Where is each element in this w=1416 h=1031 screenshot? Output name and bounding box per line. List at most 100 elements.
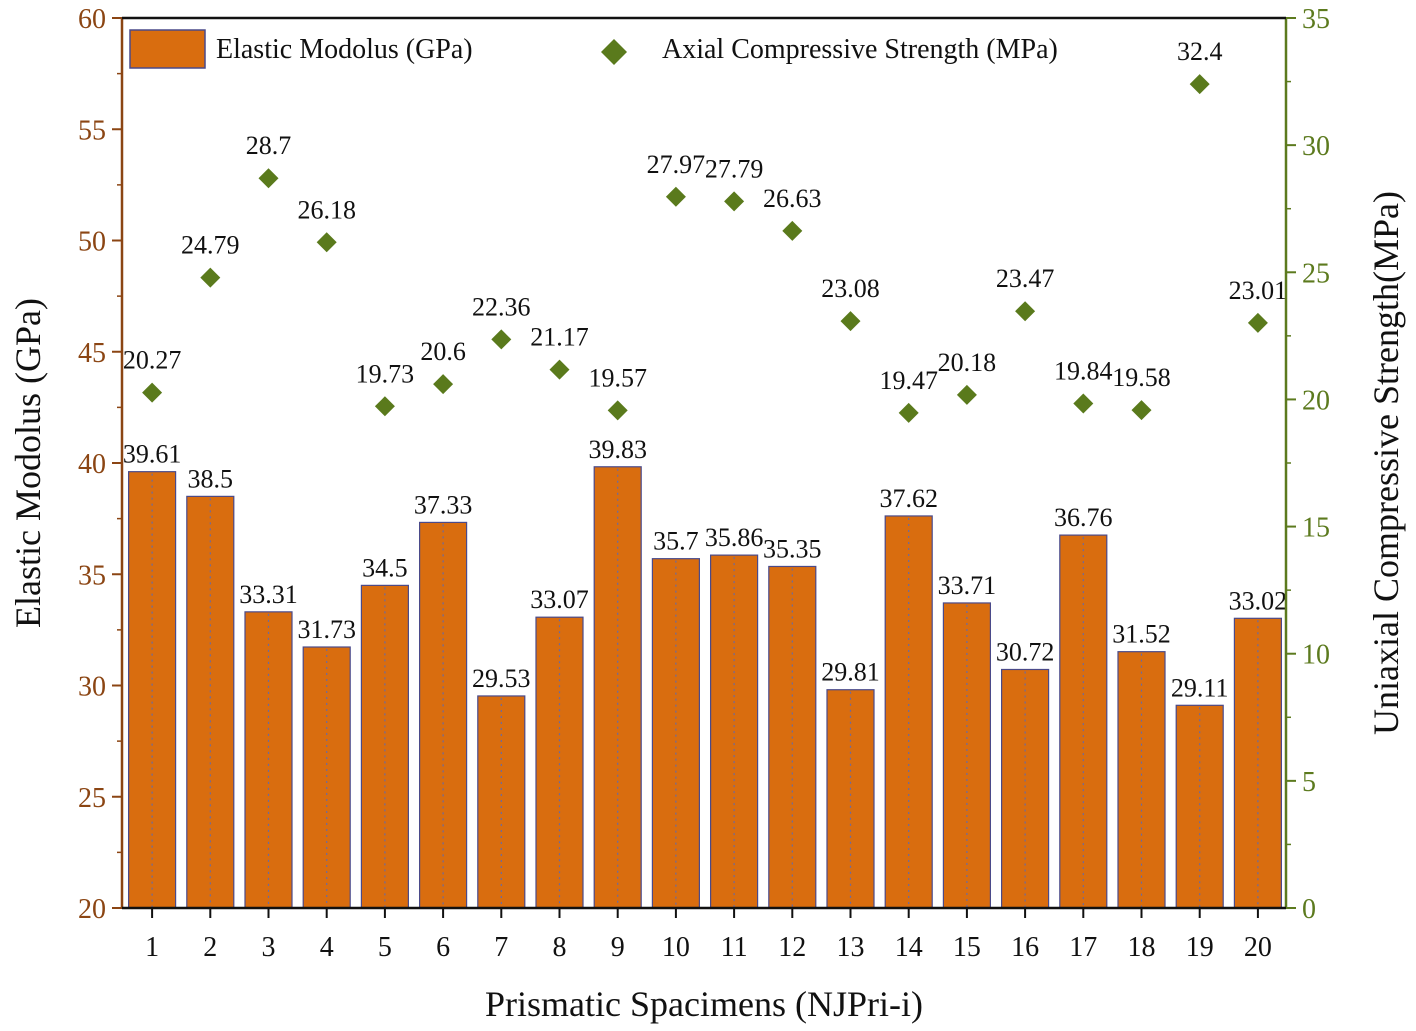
bar — [477, 695, 526, 909]
right-axis-title: Uniaxial Compressive Strength(MPa) — [1366, 191, 1406, 735]
bar-value-label: 39.83 — [588, 435, 647, 464]
bar-value-label: 35.7 — [653, 527, 699, 556]
left-tick-label: 40 — [78, 449, 106, 480]
right-tick-label: 5 — [1302, 767, 1316, 798]
left-tick-label: 50 — [78, 227, 106, 258]
legend-bar-swatch — [129, 29, 206, 69]
right-tick-label: 15 — [1302, 513, 1330, 544]
x-tick-label: 14 — [895, 932, 923, 963]
x-tick-label: 10 — [662, 932, 690, 963]
right-tick-label: 30 — [1302, 131, 1330, 162]
strength-point — [724, 191, 745, 212]
strength-value-label: 23.01 — [1229, 276, 1288, 305]
strength-point — [956, 384, 977, 405]
legend-bar-label: Elastic Modolus (GPa) — [216, 34, 473, 65]
x-tick-label: 16 — [1011, 932, 1039, 963]
strength-point — [782, 220, 803, 241]
bar — [593, 466, 642, 909]
bar-value-label: 36.76 — [1054, 503, 1113, 532]
right-ticks-group: 0 5 10 15 20 25 30 35 — [1286, 4, 1330, 925]
left-tick-label: 35 — [78, 560, 106, 591]
bar-value-label: 29.81 — [821, 658, 880, 687]
x-tick-label: 15 — [953, 932, 981, 963]
bar-value-label: 35.86 — [705, 523, 764, 552]
bar — [1233, 617, 1283, 909]
strength-point — [200, 267, 221, 288]
strength-point — [433, 374, 454, 395]
bar-value-label: 38.5 — [188, 464, 234, 493]
strength-value-label: 27.97 — [647, 150, 706, 179]
right-tick-label: 35 — [1302, 4, 1330, 35]
bar-value-label: 37.62 — [879, 484, 938, 513]
left-tick-label: 55 — [78, 115, 106, 146]
strength-point — [142, 382, 163, 403]
strength-value-label: 19.47 — [879, 366, 938, 395]
bar — [1000, 668, 1050, 909]
strength-value-label: 22.36 — [472, 292, 531, 321]
bar-value-label: 31.73 — [297, 615, 356, 644]
strength-point — [840, 311, 861, 332]
x-tick-label: 6 — [436, 932, 450, 963]
strength-point — [1189, 74, 1210, 95]
bar — [186, 495, 235, 909]
x-tick-label: 7 — [494, 932, 508, 963]
left-tick-label: 45 — [78, 338, 106, 369]
left-tick-label: 60 — [78, 4, 106, 35]
bar-value-label: 39.61 — [123, 440, 182, 469]
x-tick-label: 2 — [203, 932, 217, 963]
bars-group — [128, 466, 1283, 909]
strength-value-label: 21.17 — [530, 323, 589, 352]
bar — [1175, 704, 1224, 909]
strength-point — [549, 359, 570, 380]
strength-point — [607, 400, 628, 421]
x-tick-label: 19 — [1186, 932, 1214, 963]
bar-value-label: 29.53 — [472, 664, 531, 693]
bar-value-label: 37.33 — [414, 490, 473, 519]
left-axis-title: Elastic Modolus (GPa) — [8, 298, 48, 628]
left-tick-label: 25 — [78, 783, 106, 814]
right-tick-label: 20 — [1302, 385, 1330, 416]
strength-point — [1015, 301, 1036, 322]
strength-point — [258, 168, 279, 189]
left-tick-label: 20 — [78, 894, 106, 925]
x-tick-label: 8 — [553, 932, 567, 963]
strength-value-label: 20.6 — [420, 337, 466, 366]
strength-point — [1131, 400, 1152, 421]
strength-point — [1247, 312, 1268, 333]
strength-point — [374, 396, 395, 417]
bar-value-label: 31.52 — [1112, 620, 1171, 649]
right-tick-label: 10 — [1302, 640, 1330, 671]
right-tick-label: 0 — [1302, 894, 1316, 925]
bar-value-label: 33.71 — [938, 571, 997, 600]
x-tick-label: 17 — [1069, 932, 1097, 963]
legend-scatter-label: Axial Compressive Strength (MPa) — [662, 34, 1058, 65]
strength-value-label: 19.84 — [1054, 356, 1113, 385]
strength-value-label: 26.63 — [763, 184, 822, 213]
x-ticks-group: 1 2 3 4 5 6 7 8 9 10 11 12 13 14 15 16 17 18 19 20 — [145, 908, 1272, 963]
strength-value-label: 24.79 — [181, 231, 240, 260]
bar — [1059, 534, 1108, 909]
x-tick-label: 9 — [611, 932, 625, 963]
strength-point — [491, 329, 512, 350]
strength-value-label: 28.7 — [246, 131, 292, 160]
bar-value-label: 33.07 — [530, 585, 589, 614]
strength-value-label: 32.4 — [1177, 37, 1223, 66]
x-tick-label: 5 — [378, 932, 392, 963]
bar — [244, 611, 293, 909]
strength-value-label: 23.47 — [996, 264, 1055, 293]
x-tick-label: 12 — [778, 932, 806, 963]
strength-value-label: 19.57 — [588, 363, 647, 392]
bar — [360, 584, 409, 909]
strength-value-label: 19.58 — [1112, 363, 1171, 392]
strength-point — [1073, 393, 1094, 414]
x-axis-title: Prismatic Spacimens (NJPri-i) — [485, 984, 923, 1024]
bar-value-label: 30.72 — [996, 637, 1055, 666]
legend: Elastic Modolus (GPa) Axial Compressive … — [129, 29, 1058, 69]
x-tick-label: 13 — [837, 932, 865, 963]
bar — [826, 689, 875, 909]
bar-value-label: 35.35 — [763, 534, 822, 563]
bar-value-label: 29.11 — [1171, 673, 1229, 702]
